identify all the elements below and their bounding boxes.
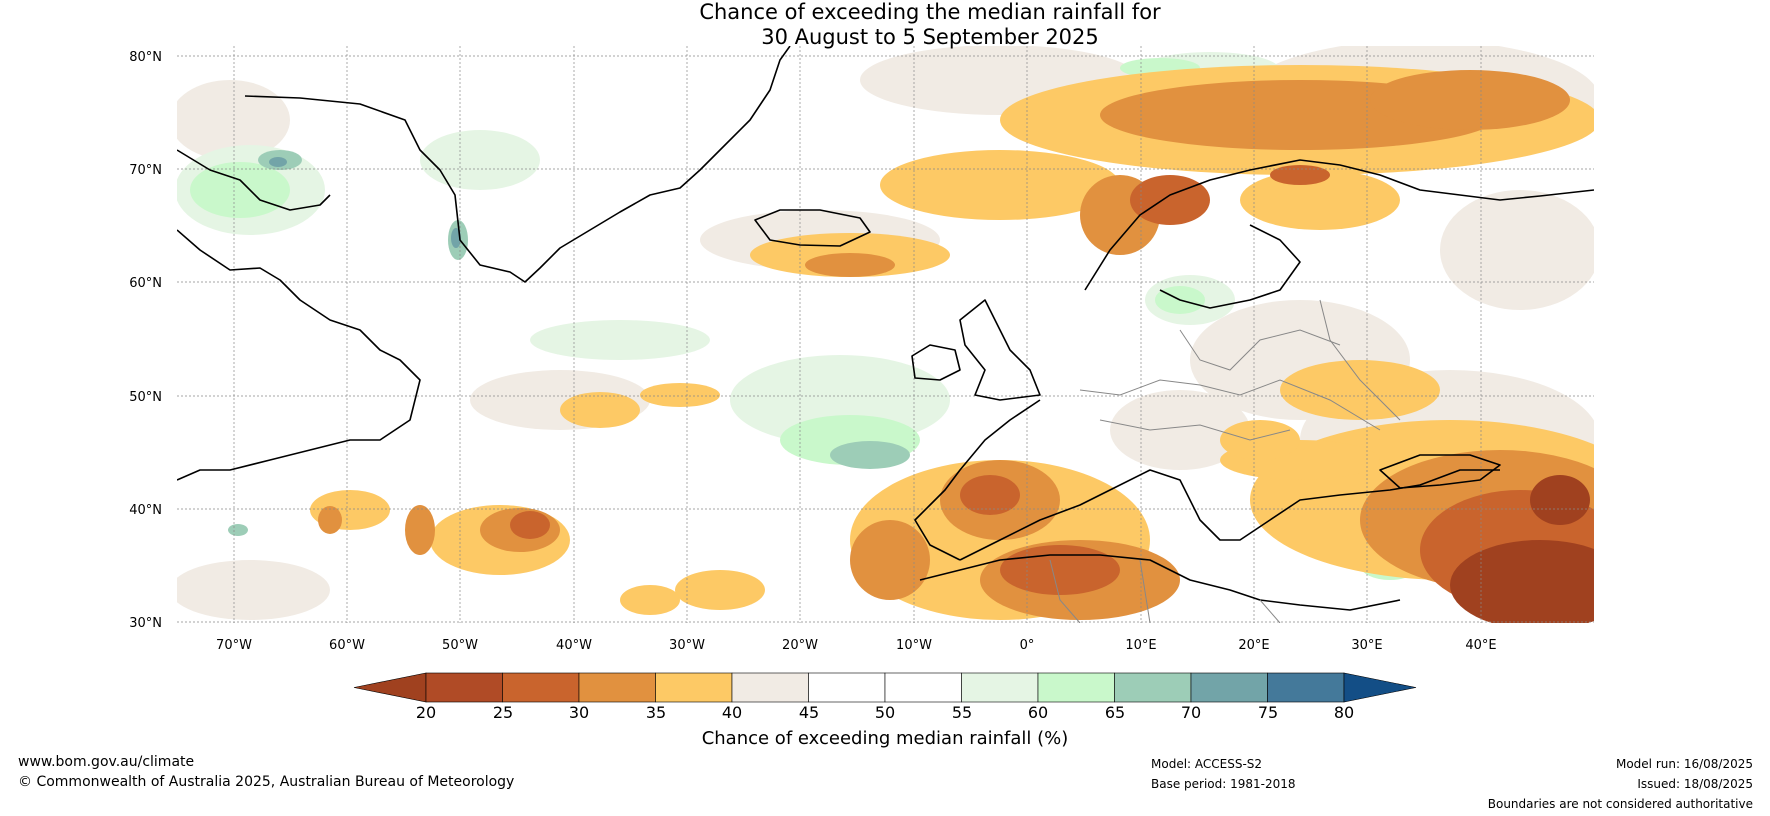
border-3 (1179, 329, 1341, 371)
cb-tick-55: 55 (952, 703, 972, 722)
ireland-coast (911, 344, 961, 381)
colorbar-segment (1267, 672, 1345, 703)
colorbar-segment (425, 672, 503, 703)
colorbar-segment (1037, 672, 1115, 703)
cb-tick-75: 75 (1258, 703, 1278, 722)
colorbar-segment (578, 672, 656, 703)
footer-website: www.bom.gov.au/climate (18, 754, 195, 770)
map-title: Chance of exceeding the median rainfall … (0, 0, 1770, 50)
footer-disclaimer: Boundaries are not considered authoritat… (1487, 797, 1753, 811)
prob-20-25-areas (1450, 475, 1594, 623)
lon-label-40w: 40°W (556, 638, 592, 653)
footer-model-run: Model run: 16/08/2025 (1615, 757, 1753, 771)
lat-label-60n: 60°N (129, 276, 162, 291)
cb-tick-40: 40 (722, 703, 742, 722)
greenland-coast (244, 46, 791, 283)
europe-atlantic-coast (914, 399, 1041, 561)
cb-tick-20: 20 (416, 703, 436, 722)
cb-tick-60: 60 (1028, 703, 1048, 722)
lon-label-30w: 30°W (669, 638, 705, 653)
country-borders (1049, 299, 1401, 623)
footer-issued: Issued: 18/08/2025 (1637, 777, 1753, 791)
footer-copyright: © Commonwealth of Australia 2025, Austra… (18, 774, 515, 790)
longitude-labels: 70°W 60°W 50°W 40°W 30°W 20°W 10°W 0° 10… (216, 638, 1497, 653)
lon-label-20w: 20°W (782, 638, 818, 653)
cb-tick-25: 25 (493, 703, 513, 722)
colorbar-extend-low (353, 672, 427, 703)
cb-tick-65: 65 (1105, 703, 1125, 722)
title-line-2: 30 August to 5 September 2025 (761, 25, 1099, 49)
cb-tick-50: 50 (875, 703, 895, 722)
lon-label-0: 0° (1020, 638, 1035, 653)
border-4 (1319, 299, 1401, 421)
lon-label-10w: 10°W (896, 638, 932, 653)
north-africa-coast (919, 554, 1401, 611)
colorbar-segment (1190, 672, 1268, 703)
colorbar-tick-labels: 20 25 30 35 40 45 50 55 60 65 70 75 80 (416, 703, 1354, 722)
baltic-coast (1159, 224, 1301, 309)
scandinavia-coast (1084, 159, 1594, 291)
black-sea-coast (1379, 454, 1501, 489)
map-panel (177, 46, 1594, 623)
border-5 (1049, 559, 1081, 623)
colorbar-extend-high (1343, 672, 1417, 703)
prob-70-75-areas (269, 157, 461, 248)
lon-label-50w: 50°W (442, 638, 478, 653)
baffin-coast (177, 149, 331, 211)
lon-label-10e: 10°E (1125, 638, 1156, 653)
footer-model: Model: ACCESS-S2 (1151, 757, 1263, 771)
colorbar-title: Chance of exceeding median rainfall (%) (701, 728, 1069, 749)
coastlines (177, 46, 1594, 611)
cb-tick-35: 35 (646, 703, 666, 722)
footer-base-period: Base period: 1981-2018 (1151, 777, 1296, 791)
border-7 (1259, 599, 1281, 623)
lat-label-40n: 40°N (129, 503, 162, 518)
iceland-coast (754, 209, 871, 247)
title-line-1: Chance of exceeding the median rainfall … (699, 0, 1161, 24)
lon-label-70w: 70°W (216, 638, 252, 653)
britain-coast (959, 299, 1041, 401)
latitude-labels: 80°N 70°N 60°N 50°N 40°N 30°N (129, 50, 162, 631)
lat-label-70n: 70°N (129, 163, 162, 178)
colorbar-segment (502, 672, 580, 703)
colorbar-segment (1114, 672, 1192, 703)
lon-label-40e: 40°E (1465, 638, 1496, 653)
lat-label-80n: 80°N (129, 50, 162, 65)
border-1 (1079, 379, 1381, 431)
colorbar-segment (884, 672, 962, 703)
border-2 (1099, 419, 1291, 441)
lon-label-20e: 20°E (1238, 638, 1269, 653)
border-6 (1139, 559, 1151, 623)
colorbar-segment (808, 672, 886, 703)
cb-tick-70: 70 (1181, 703, 1201, 722)
prob-65-70-areas (228, 150, 910, 536)
colorbar-segment (655, 672, 733, 703)
lat-label-50n: 50°N (129, 390, 162, 405)
colorbar (353, 672, 1417, 703)
cb-tick-45: 45 (799, 703, 819, 722)
cb-tick-80: 80 (1334, 703, 1354, 722)
lon-label-30e: 30°E (1351, 638, 1382, 653)
cb-tick-30: 30 (569, 703, 589, 722)
colorbar-segment (731, 672, 809, 703)
lon-label-60w: 60°W (329, 638, 365, 653)
probability-field (177, 46, 1594, 623)
lat-label-30n: 30°N (129, 616, 162, 631)
colorbar-segment (961, 672, 1039, 703)
canada-coast (177, 229, 421, 481)
